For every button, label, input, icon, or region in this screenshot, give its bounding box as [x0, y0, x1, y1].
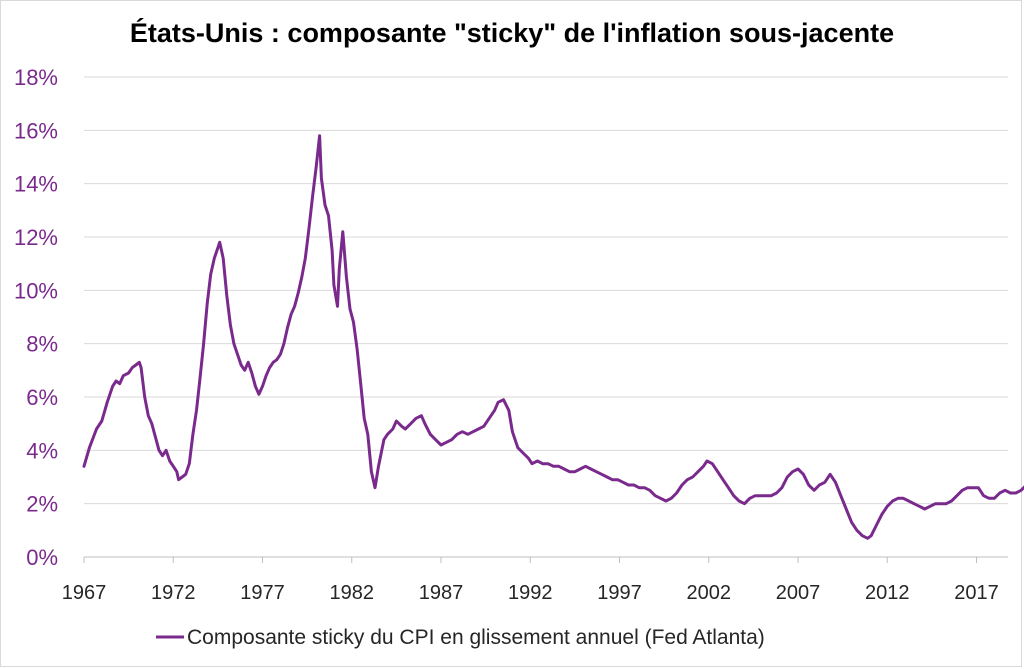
y-tick-label: 16%	[14, 118, 58, 143]
x-tick-label: 2012	[865, 582, 910, 604]
x-tick-label: 2007	[776, 582, 821, 604]
y-axis-labels: 0% 2% 4% 6% 8% 10% 12% 14% 16% 18%	[14, 65, 58, 570]
series-line-0	[82, 134, 1024, 540]
y-tick-label: 0%	[26, 545, 58, 570]
chart-title: États-Unis : composante "sticky" de l'in…	[130, 17, 894, 48]
legend-label: Composante sticky du CPI en glissement a…	[187, 626, 765, 649]
y-tick-label: 10%	[14, 278, 58, 303]
y-tick-label: 4%	[26, 438, 58, 463]
grid-layer	[83, 76, 1008, 563]
x-tick-label: 2017	[954, 582, 999, 604]
y-tick-label: 14%	[14, 172, 58, 197]
x-tick-label: 1967	[62, 582, 107, 604]
y-tick-label: 2%	[26, 492, 58, 517]
y-tick-label: 6%	[26, 385, 58, 410]
x-tick-label: 1972	[151, 582, 196, 604]
y-tick-label: 18%	[14, 65, 58, 90]
series-layer	[82, 134, 1024, 540]
x-tick-label: 1997	[597, 582, 642, 604]
x-tick-label: 2002	[687, 582, 732, 604]
legend: Composante sticky du CPI en glissement a…	[156, 626, 765, 649]
x-tick-label: 1977	[240, 582, 285, 604]
y-tick-label: 8%	[26, 332, 58, 357]
x-tick-label: 1987	[419, 582, 464, 604]
x-axis-labels: 1967 1972 1977 1982 1987 1992 1997 2002 2007 2012…	[62, 582, 999, 604]
x-tick-label: 1982	[330, 582, 375, 604]
x-tick-label: 1992	[508, 582, 553, 604]
y-tick-label: 12%	[14, 225, 58, 250]
